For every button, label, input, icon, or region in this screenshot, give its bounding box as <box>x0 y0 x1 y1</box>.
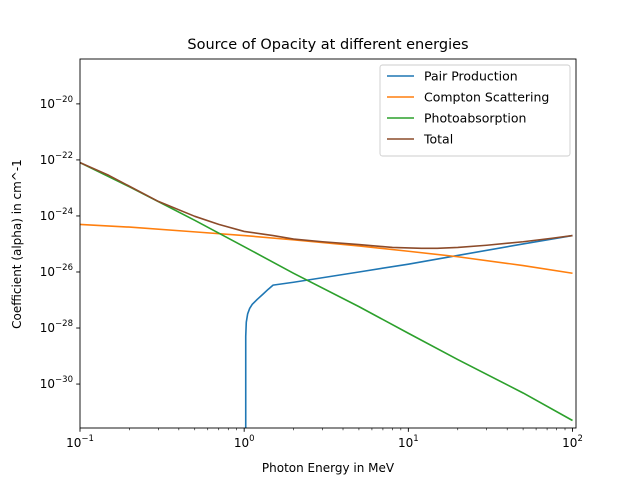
legend-label: Photoabsorption <box>424 110 526 125</box>
chart-title: Source of Opacity at different energies <box>187 37 468 53</box>
x-tick-label: 101 <box>398 434 419 450</box>
series-line-pair-production <box>244 234 573 428</box>
axes-frame <box>79 58 577 429</box>
y-tick-label: 10−30 <box>40 375 73 391</box>
series-line-total <box>80 161 573 250</box>
axes: 10−1 100 101 102 10−30 10−28 10−26 10−24 10−22 10… <box>40 58 583 450</box>
y-tick-label: 10−20 <box>40 95 73 111</box>
legend-label: Total <box>423 131 453 146</box>
y-tick-label: 10−24 <box>40 207 73 223</box>
legend-label: Pair Production <box>424 68 518 83</box>
legend-label: Compton Scattering <box>424 89 549 104</box>
series-line-compton-scattering <box>80 223 573 275</box>
legend: Pair Production Compton Scattering Photoab… <box>379 64 571 157</box>
plot-area <box>80 161 573 428</box>
x-tick-label: 102 <box>562 434 583 450</box>
y-tick-label: 10−28 <box>40 319 73 335</box>
legend-box <box>379 64 571 157</box>
x-tick-label: 100 <box>234 434 255 450</box>
series-group <box>80 161 573 428</box>
x-axis-label: Photon Energy in MeV <box>262 461 395 475</box>
y-tick-label: 10−26 <box>40 263 73 279</box>
x-tick-label: 10−1 <box>66 434 94 450</box>
y-tick-label: 10−22 <box>40 151 73 167</box>
y-axis-label: Coefficient (alpha) in cm^-1 <box>10 159 24 329</box>
